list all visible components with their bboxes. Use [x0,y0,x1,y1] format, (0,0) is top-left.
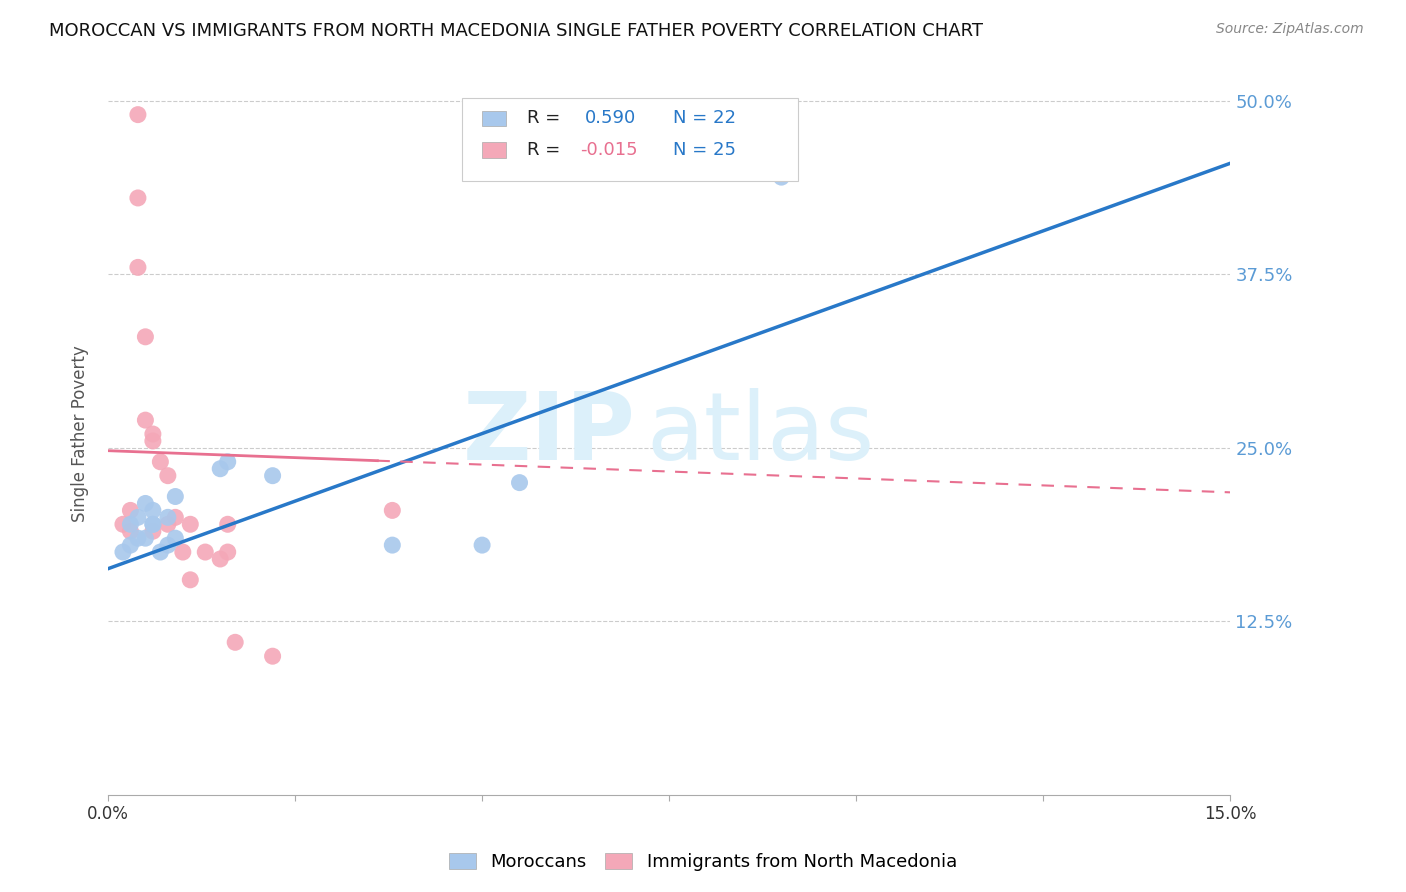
Point [142,427,165,442]
Bar [482,111,506,127]
Text: Source: ZipAtlas.com: Source: ZipAtlas.com [1216,22,1364,37]
Text: N = 25: N = 25 [672,141,735,160]
Point [156,538,179,552]
Text: R =: R = [527,141,565,160]
Point [120,517,142,532]
Point [149,455,172,469]
Point [770,170,793,185]
Point [127,191,149,205]
Point [209,552,232,566]
Point [224,635,246,649]
Point [127,108,149,122]
Point [209,461,232,475]
Bar [461,98,799,181]
Text: R =: R = [527,110,565,128]
Point [142,517,165,532]
Text: 0.590: 0.590 [585,110,637,128]
Point [165,510,187,524]
Point [509,475,531,490]
Point [127,260,149,275]
Text: atlas: atlas [647,388,875,480]
Point [127,531,149,545]
Point [142,503,165,517]
Point [120,538,142,552]
Point [111,545,134,559]
Point [134,531,156,545]
Point [179,517,201,532]
Point [471,538,494,552]
Point [262,468,284,483]
Point [120,524,142,539]
Point [217,517,239,532]
Legend: Moroccans, Immigrants from North Macedonia: Moroccans, Immigrants from North Macedon… [441,846,965,879]
Text: -0.015: -0.015 [581,141,638,160]
Point [381,538,404,552]
Point [156,510,179,524]
Point [217,545,239,559]
Point [134,496,156,510]
Point [217,455,239,469]
Point [156,468,179,483]
Point [127,510,149,524]
Point [381,503,404,517]
Point [165,531,187,545]
Point [134,330,156,344]
Point [179,573,201,587]
Text: ZIP: ZIP [463,388,636,480]
Text: MOROCCAN VS IMMIGRANTS FROM NORTH MACEDONIA SINGLE FATHER POVERTY CORRELATION CH: MOROCCAN VS IMMIGRANTS FROM NORTH MACEDO… [49,22,983,40]
Point [172,545,194,559]
Bar [482,143,506,158]
Point [134,413,156,427]
Point [262,649,284,664]
Point [120,503,142,517]
Text: N = 22: N = 22 [672,110,735,128]
Point [165,490,187,504]
Point [194,545,217,559]
Point [156,517,179,532]
Point [142,524,165,539]
Point [142,434,165,448]
Point [111,517,134,532]
Y-axis label: Single Father Poverty: Single Father Poverty [72,345,89,523]
Point [149,545,172,559]
Point [142,517,165,532]
